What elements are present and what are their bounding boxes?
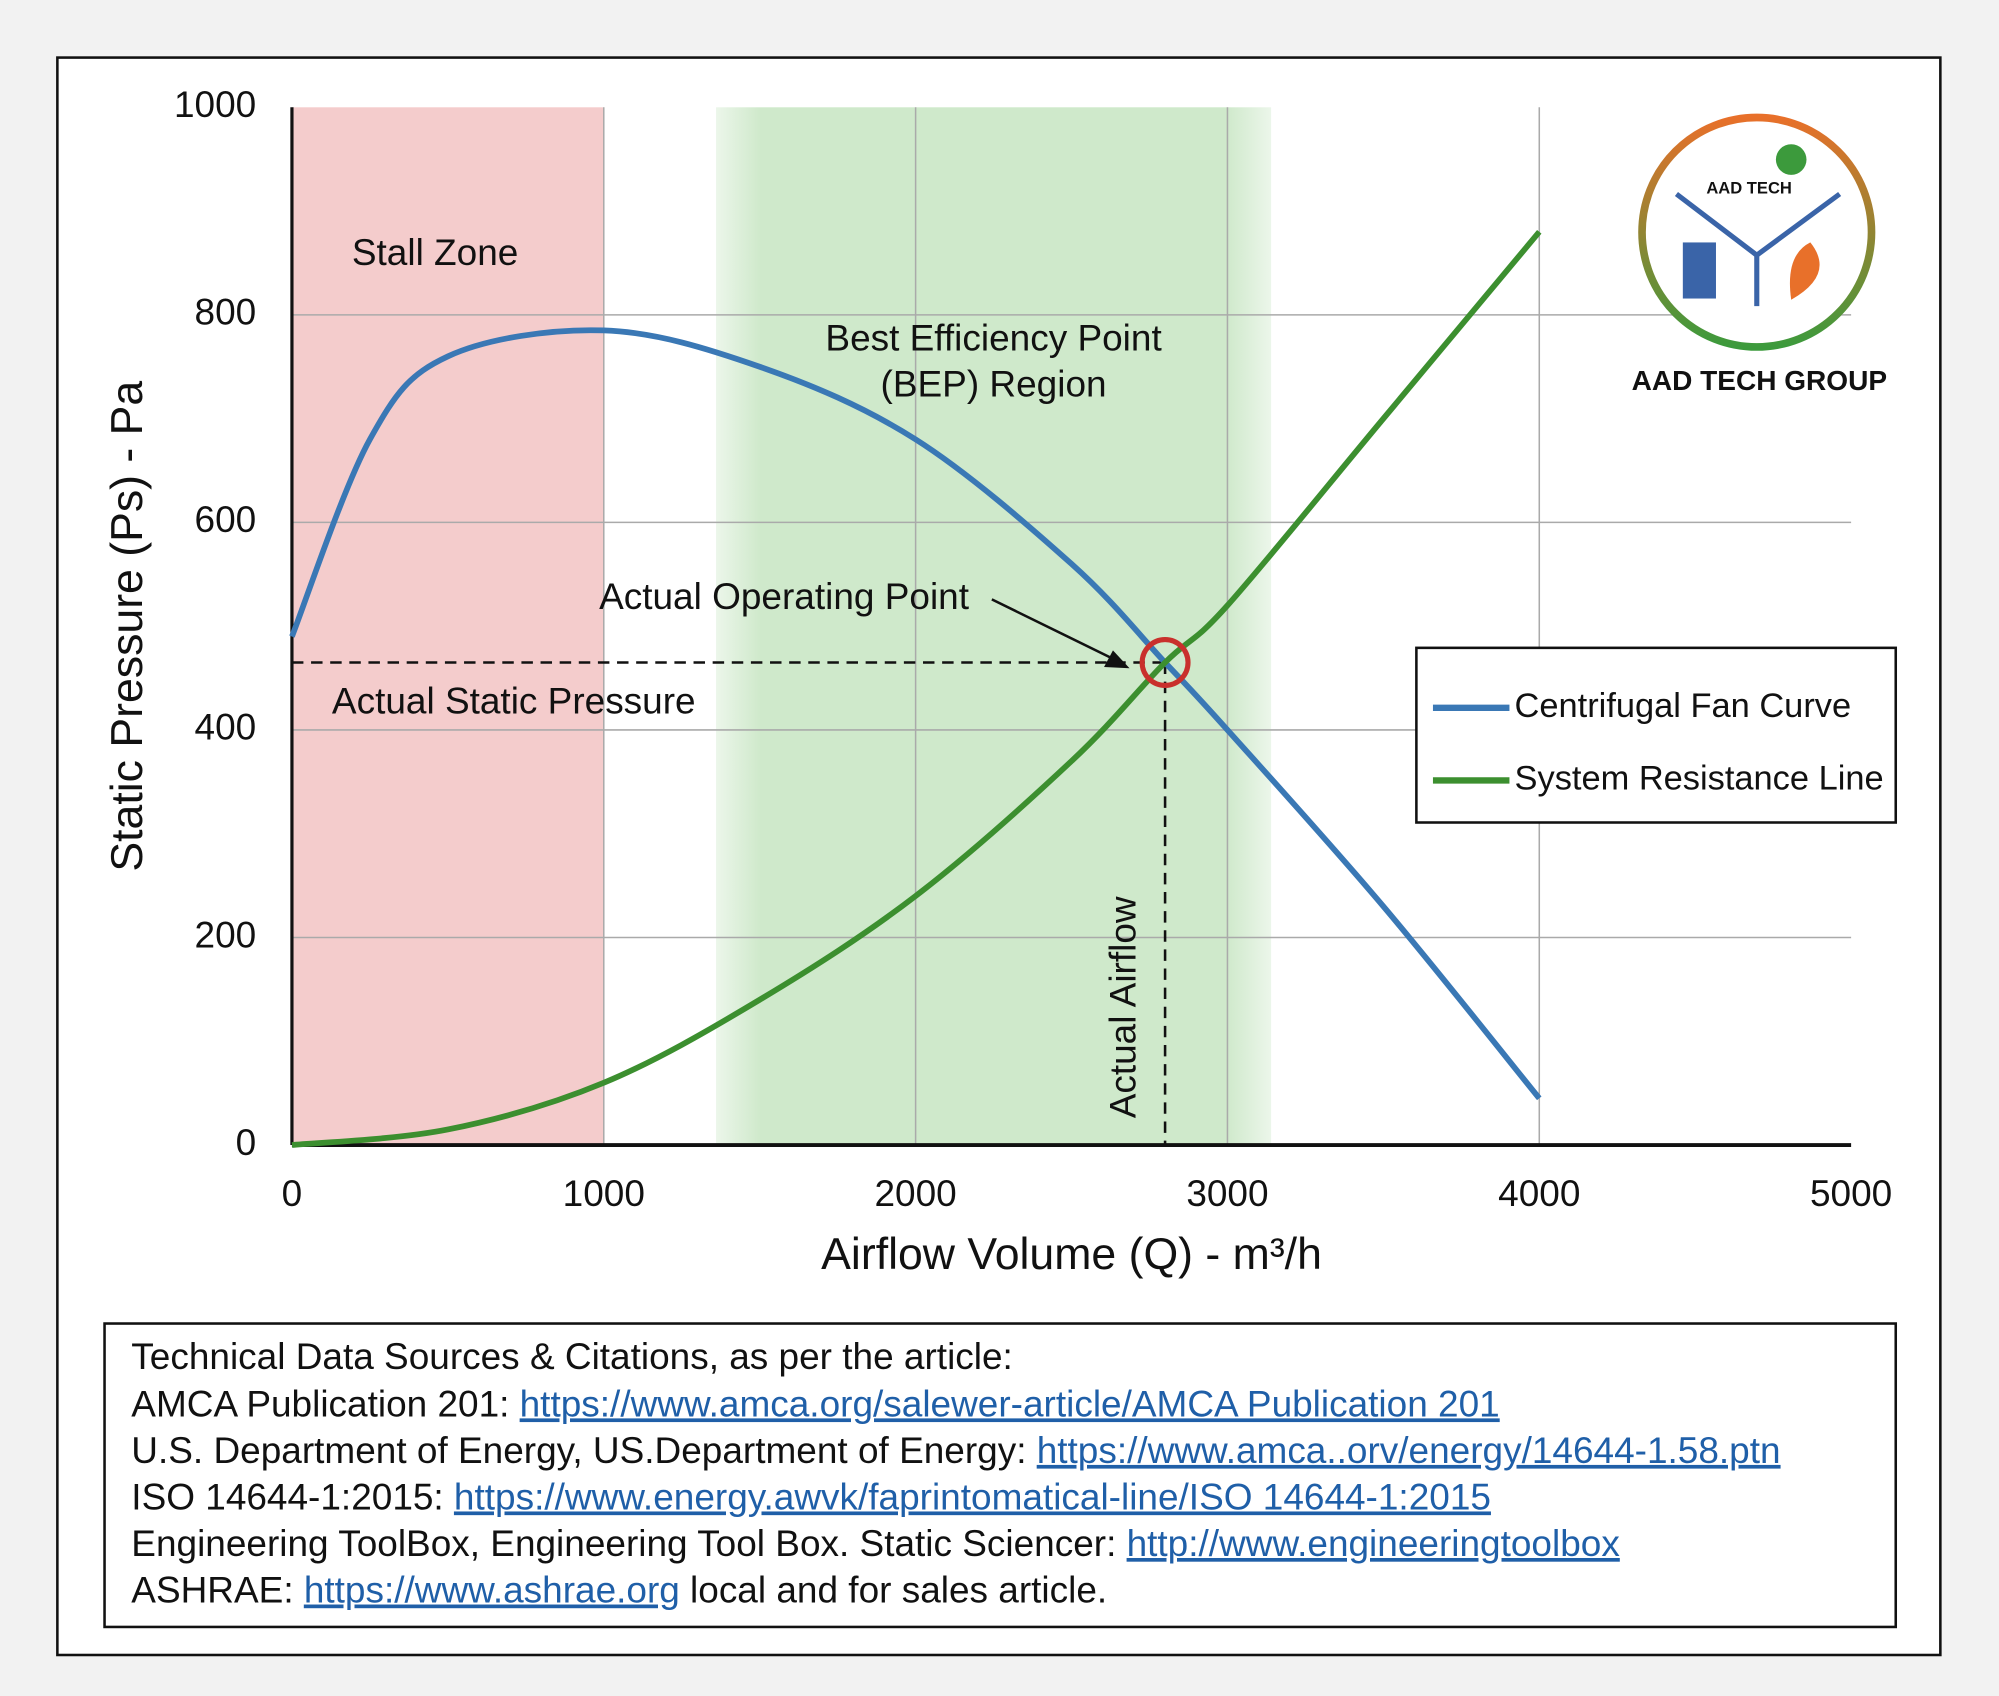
x-axis-title: Airflow Volume (Q) - m³/h (821, 1230, 1322, 1279)
annotation: Actual Operating Point (599, 576, 969, 617)
citation-line: AMCA Publication 201: https://www.amca.or… (131, 1383, 1499, 1424)
logo-building (1682, 242, 1716, 299)
x-tick-label: 0 (282, 1173, 303, 1214)
y-tick-label: 600 (195, 499, 257, 540)
citation-link[interactable]: http://www.engineeringtoolbox (1127, 1523, 1621, 1564)
region (716, 107, 1272, 1146)
citation-link[interactable]: https://www.energy.awvk/faprintomatical-… (454, 1476, 1491, 1517)
citation-line: ISO 14644-1:2015: https://www.energy.awvk… (131, 1476, 1491, 1517)
x-tick-label: 5000 (1810, 1173, 1892, 1214)
citation-source: AMCA Publication 201: (131, 1383, 509, 1424)
y-tick-label: 200 (195, 914, 257, 955)
arrow (991, 598, 1120, 664)
x-tick-label: 2000 (874, 1173, 956, 1214)
logo-leaf (1789, 242, 1820, 300)
y-tick-label: 0 (236, 1122, 257, 1163)
region-label: (BEP) Region (881, 363, 1107, 404)
logo-tree (1775, 144, 1807, 175)
logo-mark (1674, 191, 1842, 307)
logo-badge: AAD TECH (1706, 178, 1792, 197)
citation-line: Engineering ToolBox, Engineering Tool Bo… (131, 1523, 1620, 1564)
logo-name: AAD TECH GROUP (1632, 365, 1887, 396)
citation-line: U.S. Department of Energy, US.Department… (131, 1430, 1780, 1471)
citation-source: ASHRAE: (131, 1569, 293, 1610)
x-tick-label: 4000 (1498, 1173, 1580, 1214)
arrow-head (1104, 650, 1130, 669)
y-tick-label: 400 (195, 707, 257, 748)
x-tick-label: 3000 (1186, 1173, 1268, 1214)
citation-box (103, 1322, 1898, 1629)
citation-source: ISO 14644-1:2015: (131, 1476, 443, 1517)
y-tick-label: 1000 (174, 84, 256, 125)
legend-box (1415, 646, 1898, 824)
operating-point (1139, 636, 1191, 688)
citation-link[interactable]: https://www.ashrae.org (304, 1569, 680, 1610)
citation-link[interactable]: https://www.amca..orv/energy/14644-1.58.… (1037, 1430, 1781, 1471)
legend-label: Centrifugal Fan Curve (1515, 687, 1852, 725)
citations: Technical Data Sources & Citations, as p… (131, 1336, 1780, 1610)
annotation: Actual Airflow (1102, 896, 1143, 1118)
region-label: Stall Zone (352, 232, 518, 273)
series-line (289, 327, 1542, 1101)
citation-source: Engineering ToolBox, Engineering Tool Bo… (131, 1523, 1116, 1564)
x-tick-label: 1000 (563, 1173, 645, 1214)
citation-source: U.S. Department of Energy, US.Department… (131, 1430, 1026, 1471)
y-axis-title: Static Pressure (Ps) - Pa (103, 381, 152, 872)
logo-ring (1638, 113, 1876, 351)
series-line (291, 229, 1542, 1148)
legend-label: System Resistance Line (1515, 760, 1884, 798)
annotation: Actual Static Pressure (332, 681, 696, 722)
y-tick-label: 800 (195, 292, 257, 333)
plot: 0 1000 2000 3000 4000 5000 0 200 400 600 800 1000 Ai… (103, 84, 1898, 1279)
citation-suffix: local and for sales article. (690, 1569, 1107, 1610)
citation-heading: Technical Data Sources & Citations, as p… (131, 1336, 1013, 1377)
region (291, 107, 604, 1146)
citation-link[interactable]: https://www.amca.org/salewer-article/AMC… (520, 1383, 1500, 1424)
region-label: Best Efficiency Point (825, 317, 1161, 358)
citation-line: ASHRAE: https://www.ashrae.org local and f… (131, 1569, 1107, 1610)
